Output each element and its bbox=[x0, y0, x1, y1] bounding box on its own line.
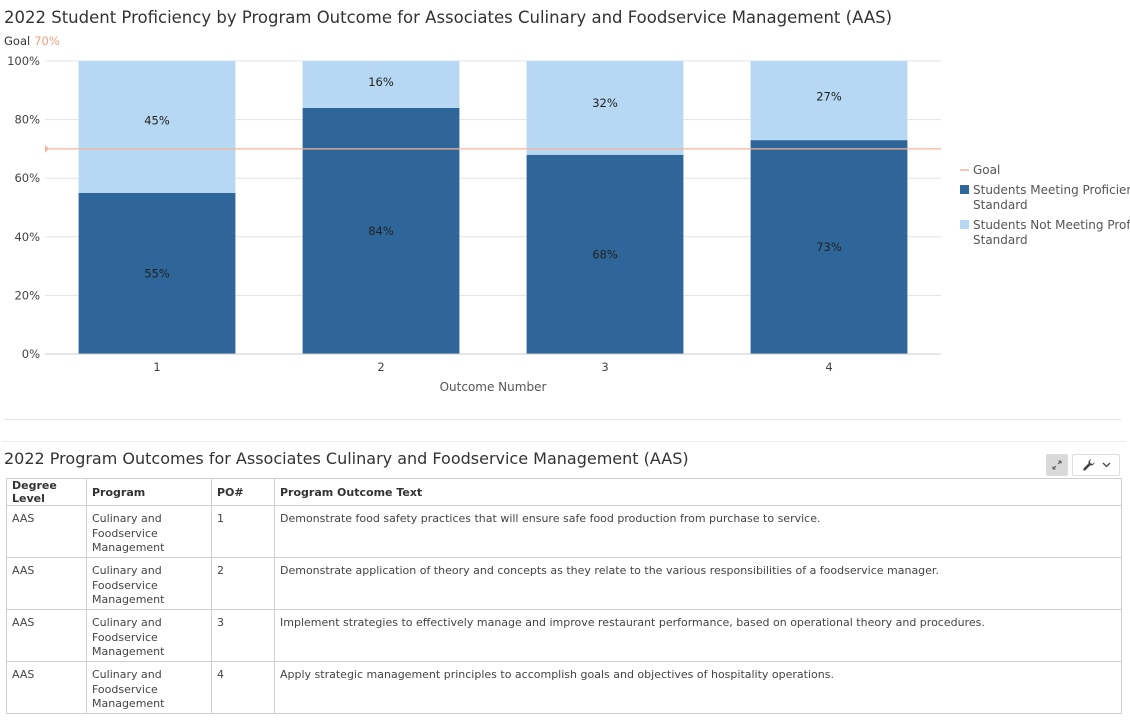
bar-meeting[interactable] bbox=[750, 140, 908, 354]
legend-not-meeting-swatch[interactable] bbox=[960, 220, 969, 229]
cell-degree-level: AAS bbox=[6, 557, 87, 610]
stacked-bar-chart: 0% 20% 40% 60% 80% 100% 55% 45% 1 84% 16% 2 68% 32% 3 7… bbox=[7, 54, 1130, 394]
cell-po-number: 2 bbox=[211, 557, 275, 610]
bar-not-meeting[interactable] bbox=[526, 61, 684, 155]
x-tick-label: 2 bbox=[377, 360, 384, 374]
cell-degree-level: AAS bbox=[6, 609, 87, 662]
x-tick-label: 1 bbox=[153, 360, 160, 374]
y-tick-label: 40% bbox=[14, 230, 40, 244]
table-title: 2022 Program Outcomes for Associates Cul… bbox=[4, 449, 689, 468]
table-row: AAS Culinary and Foodservice Management … bbox=[6, 661, 1122, 714]
bar-not-meeting[interactable] bbox=[750, 61, 908, 141]
bar-not-meeting[interactable] bbox=[302, 61, 460, 108]
cell-program: Culinary and Foodservice Management bbox=[86, 609, 212, 662]
data-label: 55% bbox=[144, 266, 170, 280]
outcomes-panel: 2022 Program Outcomes for Associates Cul… bbox=[2, 441, 1126, 721]
goal-marker bbox=[45, 144, 49, 153]
cell-program: Culinary and Foodservice Management bbox=[86, 505, 212, 558]
table-row: AAS Culinary and Foodservice Management … bbox=[6, 609, 1122, 662]
data-label: 32% bbox=[592, 96, 618, 110]
y-tick-label: 60% bbox=[14, 171, 40, 185]
section-divider bbox=[4, 419, 1122, 420]
cell-outcome-text: Apply strategic management principles to… bbox=[274, 661, 1122, 714]
column-header-program[interactable]: Program bbox=[86, 478, 212, 506]
goal-caption: Goal 70% bbox=[4, 34, 60, 48]
cell-po-number: 4 bbox=[211, 661, 275, 714]
data-label: 84% bbox=[368, 224, 394, 238]
cell-outcome-text: Demonstrate application of theory and co… bbox=[274, 557, 1122, 610]
goal-caption-value: 70% bbox=[34, 34, 60, 48]
legend-goal-label: Goal bbox=[973, 163, 1000, 177]
x-tick-label: 4 bbox=[825, 360, 832, 374]
cell-po-number: 3 bbox=[211, 609, 275, 662]
goal-caption-label: Goal bbox=[4, 34, 31, 48]
legend-meeting-swatch[interactable] bbox=[960, 185, 969, 194]
bar-not-meeting[interactable] bbox=[78, 61, 236, 193]
chevron-down-icon bbox=[1102, 462, 1110, 468]
cell-degree-level: AAS bbox=[6, 505, 87, 558]
column-header-degree-level[interactable]: Degree Level bbox=[6, 478, 87, 506]
panel-toolbar bbox=[1046, 454, 1120, 476]
cell-outcome-text: Implement strategies to effectively mana… bbox=[274, 609, 1122, 662]
y-tick-label: 80% bbox=[14, 113, 40, 127]
column-header-outcome-text[interactable]: Program Outcome Text bbox=[274, 478, 1122, 506]
legend-meeting-label[interactable]: Students Meeting ProficiencyStandard bbox=[973, 183, 1130, 212]
expand-button[interactable] bbox=[1046, 454, 1068, 476]
data-label: 27% bbox=[816, 90, 842, 104]
expand-icon bbox=[1052, 460, 1062, 470]
table-row: AAS Culinary and Foodservice Management … bbox=[6, 505, 1122, 558]
x-axis-title: Outcome Number bbox=[440, 380, 547, 394]
y-tick-label: 20% bbox=[14, 288, 40, 302]
bar-meeting[interactable] bbox=[78, 192, 236, 354]
x-tick-label: 3 bbox=[601, 360, 608, 374]
wrench-icon bbox=[1082, 459, 1095, 471]
cell-outcome-text: Demonstrate food safety practices that w… bbox=[274, 505, 1122, 558]
cell-program: Culinary and Foodservice Management bbox=[86, 557, 212, 610]
settings-menu-button[interactable] bbox=[1072, 454, 1120, 476]
y-tick-label: 0% bbox=[22, 347, 40, 361]
cell-program: Culinary and Foodservice Management bbox=[86, 661, 212, 714]
data-label: 45% bbox=[144, 113, 170, 127]
data-label: 73% bbox=[816, 240, 842, 254]
y-tick-label: 100% bbox=[7, 54, 40, 68]
data-label: 68% bbox=[592, 247, 618, 261]
table-header-row: Degree Level Program PO# Program Outcome… bbox=[6, 478, 1122, 506]
outcomes-table: Degree Level Program PO# Program Outcome… bbox=[6, 478, 1122, 714]
cell-po-number: 1 bbox=[211, 505, 275, 558]
table-row: AAS Culinary and Foodservice Management … bbox=[6, 557, 1122, 610]
legend-not-meeting-label[interactable]: Students Not Meeting ProficiencyStandard bbox=[973, 218, 1130, 247]
cell-degree-level: AAS bbox=[6, 661, 87, 714]
bar-meeting[interactable] bbox=[526, 154, 684, 354]
column-header-po-number[interactable]: PO# bbox=[211, 478, 275, 506]
chart-title: 2022 Student Proficiency by Program Outc… bbox=[4, 8, 893, 27]
data-label: 16% bbox=[368, 75, 394, 89]
